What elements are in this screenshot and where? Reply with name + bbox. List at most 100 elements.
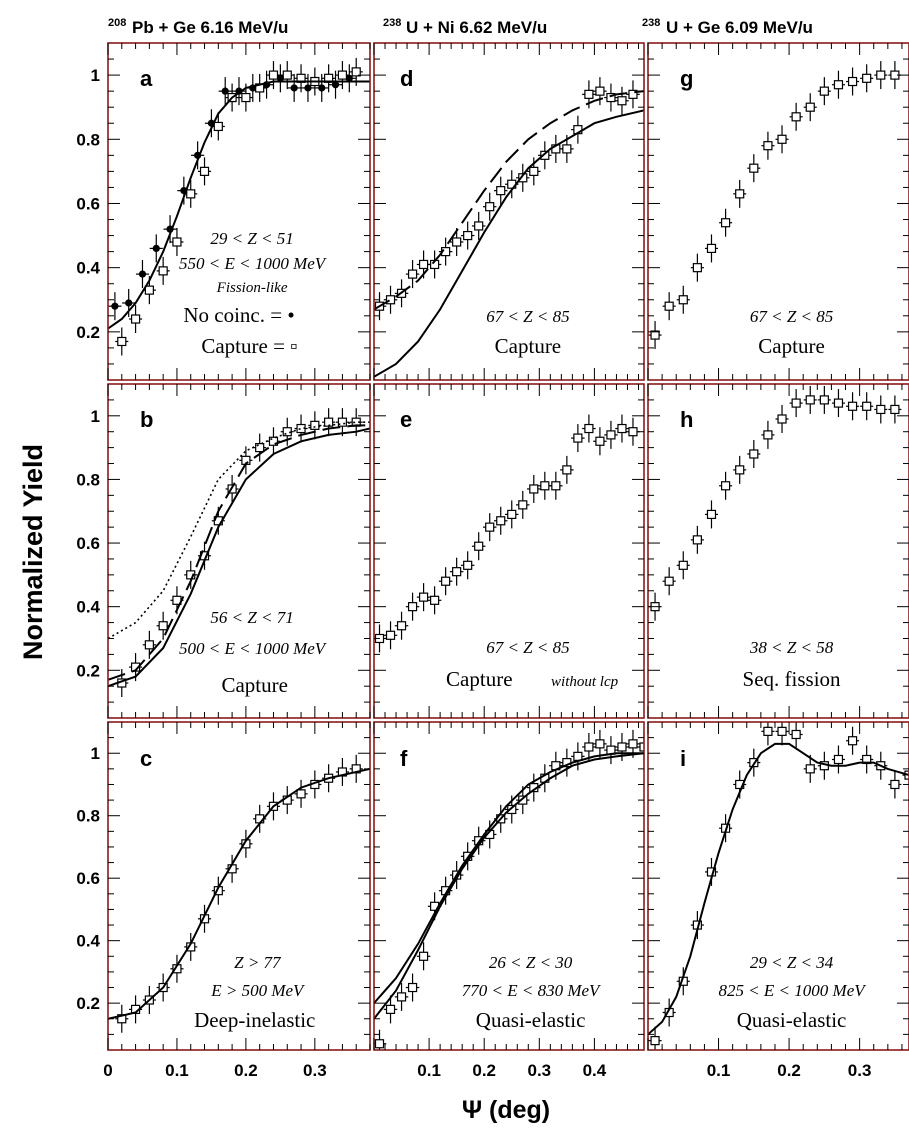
data-point xyxy=(606,92,616,103)
data-point xyxy=(529,484,539,494)
data-point xyxy=(125,299,133,307)
col-header-2-sup: 238 xyxy=(383,17,401,29)
panel-annotation: Capture xyxy=(495,334,561,358)
y-tick-label: 0.8 xyxy=(76,470,100,489)
panel-annotation: Seq. fission xyxy=(743,667,842,691)
panel-annotation: 550 < E < 1000 MeV xyxy=(179,254,328,273)
col-header-2: U + Ni 6.62 MeV/u xyxy=(406,18,547,37)
data-point xyxy=(441,576,451,586)
data-point xyxy=(199,166,210,176)
y-tick-label: 0.8 xyxy=(76,807,100,826)
panel-frame xyxy=(107,42,371,381)
panel-annotation: 67 < Z < 85 xyxy=(750,307,833,326)
data-point xyxy=(720,218,731,228)
x-tick-label: 0 xyxy=(103,1061,112,1080)
data-point xyxy=(664,576,674,586)
data-point xyxy=(617,96,627,106)
panel-annotation: No coinc. = • xyxy=(183,303,294,327)
data-point xyxy=(763,726,773,736)
panel-i-data xyxy=(648,722,909,1050)
data-point xyxy=(337,70,348,80)
y-tick-label: 0.2 xyxy=(76,323,100,342)
x-tick-label: 0.2 xyxy=(777,1061,801,1080)
data-point xyxy=(485,202,495,212)
data-point xyxy=(407,602,418,612)
series-line xyxy=(108,80,370,330)
panel-d-data xyxy=(374,77,644,378)
data-point xyxy=(628,739,638,749)
panel-letter: d xyxy=(400,66,413,91)
x-tick-label: 0.2 xyxy=(472,1061,496,1080)
data-point xyxy=(331,81,340,89)
data-point xyxy=(152,244,160,253)
series-line xyxy=(108,427,370,688)
data-point xyxy=(529,166,539,176)
y-tick-label: 0.2 xyxy=(76,661,100,680)
data-point xyxy=(351,67,361,77)
data-point xyxy=(463,560,473,570)
data-point xyxy=(407,269,418,279)
data-point xyxy=(639,742,644,752)
panel-annotation: Deep-inelastic xyxy=(194,1008,315,1032)
data-point xyxy=(318,84,326,92)
data-point xyxy=(304,84,312,92)
data-point xyxy=(833,80,844,90)
panel-frame xyxy=(107,383,371,719)
panel-letter: h xyxy=(680,407,693,432)
data-point xyxy=(584,423,594,434)
y-tick-label: 1 xyxy=(91,66,100,85)
panel-letter: f xyxy=(400,746,408,771)
panel-annotation: 825 < E < 1000 MeV xyxy=(718,981,867,1000)
panel-e-data xyxy=(374,414,640,653)
x-tick-label: 0.4 xyxy=(583,1061,607,1080)
panel-annotation: 770 < E < 830 MeV xyxy=(462,981,602,1000)
series-line xyxy=(374,109,644,378)
data-point xyxy=(833,754,844,765)
panel-frame xyxy=(647,721,909,1051)
series-line xyxy=(108,424,370,681)
panel-frame xyxy=(107,721,371,1051)
panel-annotation: Capture = ▫ xyxy=(201,334,297,358)
data-point xyxy=(791,729,801,740)
col-header-3: U + Ge 6.09 MeV/u xyxy=(666,18,813,37)
y-tick-label: 0.6 xyxy=(76,869,100,888)
panel-letter: b xyxy=(140,407,153,432)
data-point xyxy=(507,509,517,520)
data-point xyxy=(595,739,605,749)
panel-annotation: 26 < Z < 30 xyxy=(489,953,573,972)
data-point xyxy=(186,189,196,199)
data-point xyxy=(749,449,759,459)
panel-frame xyxy=(373,721,645,1051)
data-point xyxy=(573,751,583,761)
data-point xyxy=(310,420,320,430)
data-point xyxy=(268,70,279,80)
series-line xyxy=(108,767,370,1020)
panel-annotation: Quasi-elastic xyxy=(737,1008,847,1032)
y-tick-label: 0.6 xyxy=(76,194,100,213)
panel-annotation: Z > 77 xyxy=(234,953,282,972)
data-point xyxy=(628,427,638,437)
panel-annotation: 29 < Z < 34 xyxy=(750,953,834,972)
data-point xyxy=(833,398,844,408)
panel-c: 0.2 0.4 0.6 0.8 1 0 0.1 0.2 0.3 c Z > 77 E > 500 Me… xyxy=(76,721,371,1080)
y-tick-label: 0.8 xyxy=(76,130,100,149)
data-point xyxy=(474,541,484,551)
panel-f-data xyxy=(374,729,644,1050)
data-point xyxy=(540,150,550,160)
data-point xyxy=(678,295,688,305)
data-point xyxy=(117,336,127,347)
panel-b: 0.2 0.4 0.6 0.8 1 b 56 < Z < 71 500 < E < 1000 … xyxy=(76,383,371,719)
data-point xyxy=(463,230,473,241)
panel-annotation: 67 < Z < 85 xyxy=(486,307,569,326)
data-point xyxy=(584,89,594,99)
data-point xyxy=(474,221,484,231)
col-header-1: Pb + Ge 6.16 MeV/u xyxy=(132,18,288,37)
panel-annotation: E > 500 MeV xyxy=(210,981,306,1000)
x-tick-label: 0.1 xyxy=(707,1061,731,1080)
panel-annotation: Fission-like xyxy=(216,280,288,296)
panel-frame xyxy=(647,383,909,719)
panel-letter: a xyxy=(140,66,153,91)
panel-b-data xyxy=(108,408,370,698)
data-point xyxy=(562,144,572,154)
data-point xyxy=(518,500,528,510)
